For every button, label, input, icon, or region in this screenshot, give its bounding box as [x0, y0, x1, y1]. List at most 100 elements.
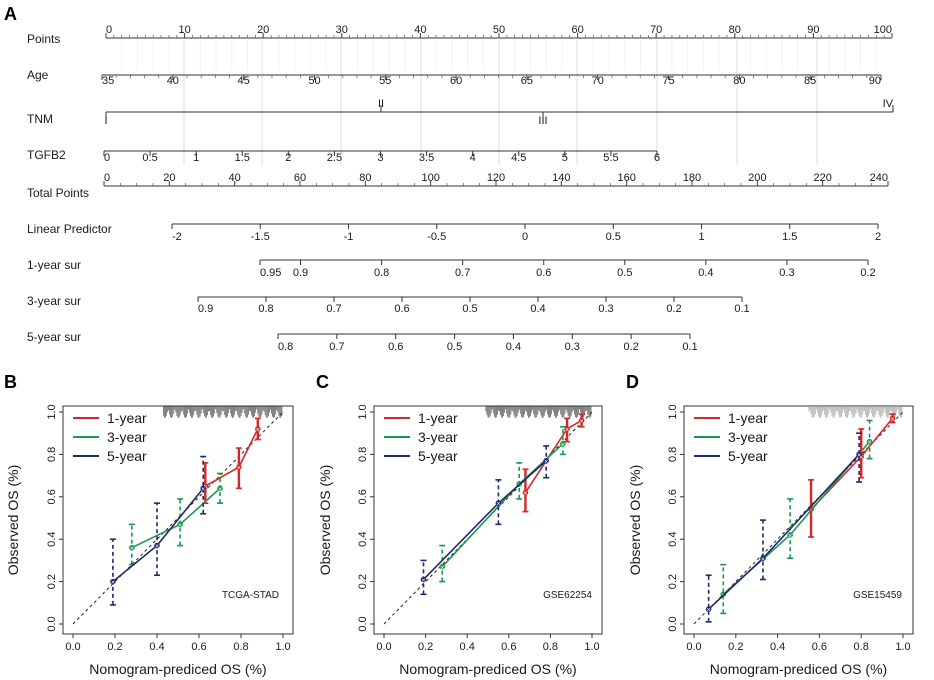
nomogram-tick-label: -2 — [172, 231, 182, 243]
x-tick-label: 0.2 — [107, 641, 122, 653]
nomogram-tick-label: 1.5 — [782, 231, 797, 243]
data-point — [254, 426, 261, 432]
y-tick-label: 0.0 — [46, 616, 58, 631]
data-point — [543, 457, 550, 464]
nomogram-tick-label: 0.1 — [734, 303, 749, 315]
nomogram-tick-label: 2 — [875, 231, 881, 243]
legend-box — [69, 410, 161, 468]
y-axis-label: Observed OS (%) — [5, 465, 21, 575]
data-point — [560, 441, 566, 447]
calibration-plot-d: 0.0 0.2 0.4 0.6 0.8 1.0 0.0 0.2 0.4 0.6 0.8 1.0 Nomo… — [627, 404, 914, 677]
nomogram-tick-label: 0.2 — [666, 303, 681, 315]
panel-label-b: B — [4, 372, 17, 392]
x-tick-label: 0.4 — [770, 641, 785, 653]
nomogram-tick-label: 0.6 — [388, 341, 403, 353]
series-line — [204, 428, 259, 487]
nomogram-tick-label: 100 — [421, 172, 439, 184]
nomogram-row-label: 3-year sur — [27, 294, 81, 308]
nomogram-tick-label: 6 — [654, 152, 660, 164]
y-axis-label: Observed OS (%) — [317, 465, 333, 575]
nomogram-tick-label: 40 — [167, 75, 179, 87]
y-tick-label: 0.4 — [357, 532, 369, 547]
nomogram-tick-label: I — [104, 115, 107, 127]
y-tick-label: 1.0 — [46, 404, 58, 419]
y-tick-label: 0.4 — [46, 532, 58, 547]
nomogram-tick-label: IV — [883, 98, 894, 110]
nomogram-row-label: Points — [27, 32, 60, 46]
nomogram-row-label: Age — [27, 68, 49, 82]
data-point — [129, 544, 135, 551]
nomogram-tick-label: 65 — [521, 75, 533, 87]
x-tick-label: 0.4 — [460, 641, 475, 653]
y-tick-label: 0.0 — [357, 616, 369, 631]
nomogram-tick-label: 80 — [729, 24, 741, 36]
data-point — [236, 464, 242, 470]
calibration-plot-c: 0.0 0.2 0.4 0.6 0.8 1.0 0.0 0.2 0.4 0.6 0.8 1.0 Nomo… — [317, 404, 603, 677]
data-point — [889, 415, 896, 422]
nomogram-tick-label: 100 — [874, 24, 892, 36]
nomogram-tick-label: 0.3 — [565, 341, 580, 353]
nomogram-tick-label: 30 — [336, 24, 348, 36]
nomogram-row-label: TNM — [27, 112, 53, 126]
nomogram-tick-label: 90 — [869, 75, 881, 87]
nomogram-tick-label: 70 — [592, 75, 604, 87]
y-tick-label: 1.0 — [667, 404, 679, 419]
legend-label: 1-year — [107, 410, 147, 426]
nomogram-tick-label: 4 — [470, 152, 476, 164]
nomogram-tick-label: 0 — [522, 231, 528, 243]
y-tick-label: 0.2 — [667, 574, 679, 589]
nomogram-tick-label: 75 — [662, 75, 674, 87]
series-line — [131, 487, 221, 549]
data-point — [217, 485, 223, 492]
nomogram-tick-label: 0.2 — [860, 267, 875, 279]
x-tick-label: 0.8 — [233, 641, 248, 653]
nomogram-tick-label: 0.95 — [260, 267, 281, 279]
x-tick-label: 0.0 — [65, 641, 80, 653]
nomogram-tick-label: 240 — [870, 172, 888, 184]
x-tick-label: 0.6 — [812, 641, 827, 653]
nomogram-tick-label: 0 — [104, 172, 110, 184]
data-point — [578, 417, 585, 424]
data-point — [495, 500, 502, 506]
nomogram-tick-label: 50 — [493, 24, 505, 36]
x-axis-label: Nomogram-prediced OS (%) — [89, 661, 266, 677]
plot-frame — [683, 405, 914, 635]
nomogram-tick-label: 10 — [178, 24, 190, 36]
nomogram-tick-label: 55 — [379, 75, 391, 87]
legend-label: 1-year — [728, 410, 768, 426]
nomogram-tick-label: II — [378, 98, 384, 110]
nomogram-tick-label: 35 — [102, 75, 114, 87]
legend-box — [690, 410, 782, 468]
y-tick-label: 0.6 — [46, 489, 58, 504]
data-point — [420, 576, 427, 583]
x-axis-label: Nomogram-prediced OS (%) — [399, 661, 576, 677]
calibration-plot-b: 0.0 0.2 0.4 0.6 0.8 1.0 0.0 0.2 0.4 0.6 0.8 1.0 Nomo… — [5, 404, 294, 677]
data-point-marker: × — [496, 501, 500, 508]
nomogram-tick-label: 4.5 — [511, 152, 526, 164]
nomogram-tick-label: 70 — [650, 24, 662, 36]
data-point-marker: × — [218, 486, 222, 493]
y-tick-label: 0.4 — [667, 532, 679, 547]
x-tick-label: 0.2 — [728, 641, 743, 653]
data-point — [439, 563, 446, 570]
nomogram-tick-label: 2 — [285, 152, 291, 164]
data-point-marker: × — [201, 486, 205, 493]
data-point — [705, 606, 712, 612]
data-point — [856, 451, 862, 458]
nomogram-tick-label: 60 — [294, 172, 306, 184]
y-tick-label: 0.6 — [357, 489, 369, 504]
legend-label: 3-year — [107, 429, 147, 445]
data-point — [787, 532, 793, 538]
y-tick-label: 0.8 — [667, 447, 679, 462]
nomogram-tick-label: 180 — [683, 172, 701, 184]
data-point-marker: × — [580, 418, 584, 425]
nomogram-tick-label: 0.4 — [698, 267, 713, 279]
panel-label-d: D — [626, 372, 639, 392]
nomogram-row-label: Linear Predictor — [27, 222, 112, 236]
data-point — [177, 521, 183, 528]
legend-label: 5-year — [418, 448, 458, 464]
nomogram-tick-label: 0.3 — [779, 267, 794, 279]
nomogram-tick-label: 20 — [163, 172, 175, 184]
y-tick-label: 0.2 — [357, 574, 369, 589]
